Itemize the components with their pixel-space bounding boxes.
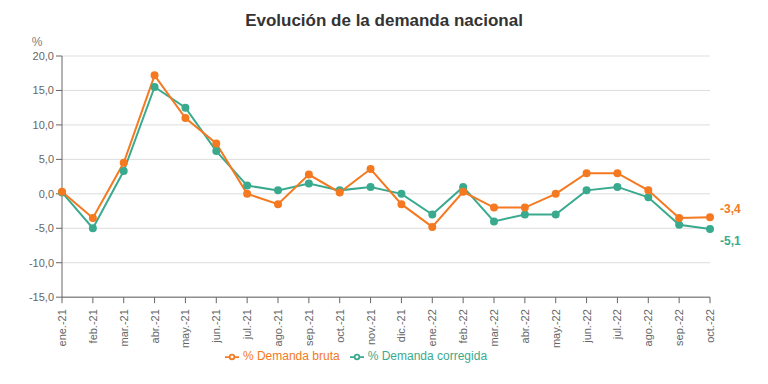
svg-text:20,0: 20,0	[33, 50, 54, 62]
svg-text:mar.-22: mar.-22	[488, 309, 500, 346]
svg-text:jun.-22: jun.-22	[581, 309, 593, 344]
svg-text:15,0: 15,0	[33, 84, 54, 96]
svg-text:ago.-22: ago.-22	[642, 309, 654, 346]
svg-text:-5,1: -5,1	[720, 234, 741, 248]
svg-text:abr.-22: abr.-22	[519, 309, 531, 343]
svg-text:%: %	[32, 35, 43, 49]
svg-text:-3,4: -3,4	[720, 202, 741, 216]
svg-text:may.-22: may.-22	[550, 309, 562, 348]
svg-text:abr.-21: abr.-21	[149, 309, 161, 343]
svg-text:feb.-22: feb.-22	[457, 309, 469, 343]
svg-text:sep.-22: sep.-22	[673, 309, 685, 346]
svg-text:-15,0: -15,0	[29, 291, 54, 303]
svg-text:ene.-21: ene.-21	[56, 309, 68, 346]
svg-text:-10,0: -10,0	[29, 257, 54, 269]
svg-text:jul.-21: jul.-21	[241, 309, 253, 340]
svg-text:5,0: 5,0	[39, 153, 54, 165]
svg-text:ene.-22: ene.-22	[426, 309, 438, 346]
svg-text:mar.-21: mar.-21	[118, 309, 130, 346]
svg-text:may.-21: may.-21	[179, 309, 191, 348]
svg-text:oct.-21: oct.-21	[334, 309, 346, 343]
svg-text:ago.-21: ago.-21	[272, 309, 284, 346]
svg-text:0,0: 0,0	[39, 188, 54, 200]
svg-text:jul.-22: jul.-22	[611, 309, 623, 340]
html-text:% Demanda corregida: % Demanda corregida	[367, 349, 488, 364]
svg-text:oct.-22: oct.-22	[704, 309, 716, 343]
svg-text:dic.-21: dic.-21	[395, 309, 407, 342]
html-text:Evolución de la demanda nacion: Evolución de la demanda nacional	[245, 11, 523, 30]
svg-text:-5,0: -5,0	[35, 222, 54, 234]
svg-text:feb.-21: feb.-21	[87, 309, 99, 343]
svg-text:jun.-21: jun.-21	[210, 309, 222, 344]
svg-text:sep.-21: sep.-21	[303, 309, 315, 346]
svg-text:nov.-21: nov.-21	[365, 309, 377, 345]
html-text:% Demanda bruta: % Demanda bruta	[242, 349, 340, 364]
svg-text:10,0: 10,0	[33, 119, 54, 131]
